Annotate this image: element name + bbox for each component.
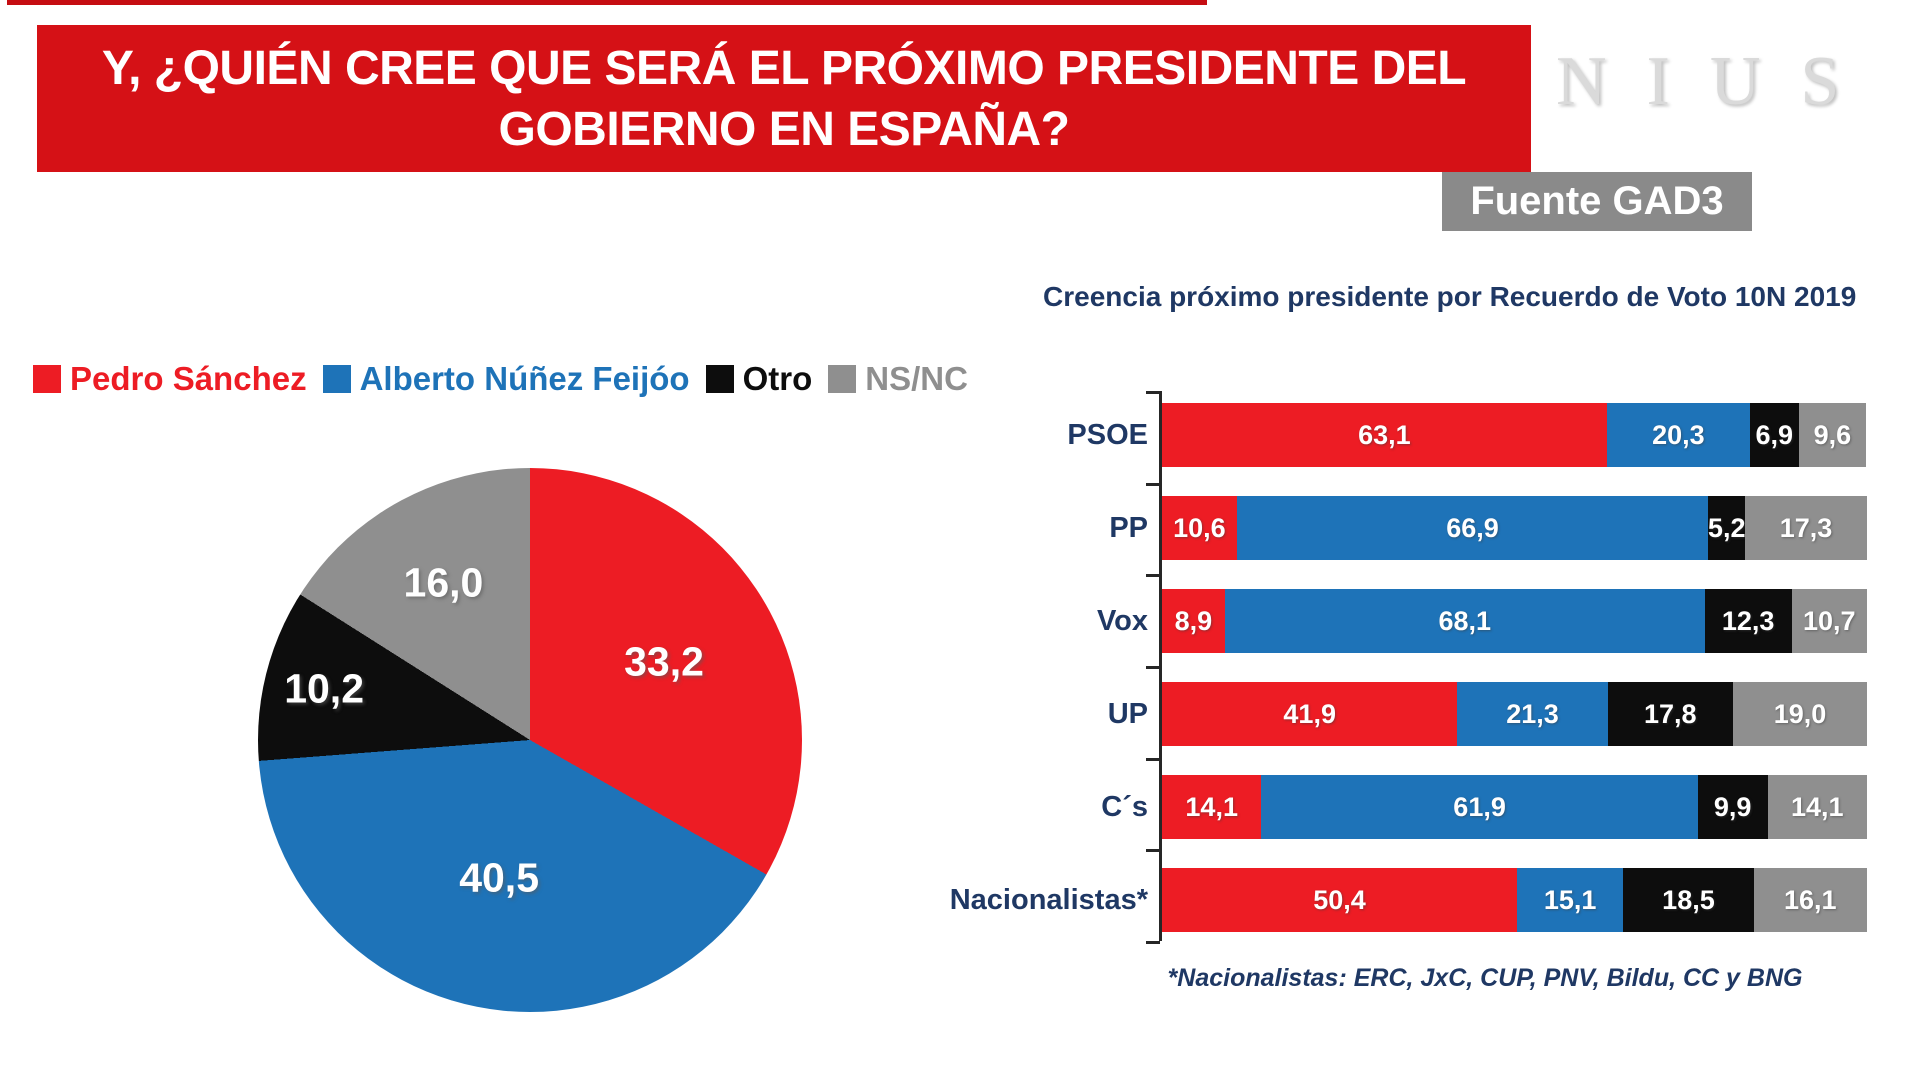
- source-badge: Fuente GAD3: [1442, 172, 1752, 231]
- bar-category-label: Vox: [1096, 605, 1148, 637]
- bar-value-label: 14,1: [1185, 791, 1238, 822]
- title-banner: Y, ¿QUIÉN CREE QUE SERÁ EL PRÓXIMO PRESI…: [37, 25, 1531, 172]
- bar-value-label: 68,1: [1438, 605, 1492, 636]
- axis-tick: [1146, 574, 1160, 577]
- bar-segment: 21,3: [1457, 682, 1608, 746]
- bar-value-label: 16,1: [1784, 884, 1837, 915]
- legend-item: Otro: [705, 360, 813, 398]
- pie-slice-label: 33,2: [624, 638, 704, 685]
- legend-label: Pedro Sánchez: [70, 360, 307, 397]
- bar-category-label: PP: [1109, 512, 1148, 544]
- bar-row: 50,4 15,1 18,5 16,1: [1162, 868, 1867, 932]
- bar-row: 10,6 66,9 5,2 17,3: [1162, 496, 1867, 560]
- bar-category-label: C´s: [1101, 791, 1148, 823]
- axis-tick: [1146, 849, 1160, 852]
- bar-value-label: 18,5: [1662, 884, 1715, 915]
- bar-segment: 61,9: [1261, 775, 1698, 839]
- bar-segment: 8,9: [1162, 589, 1225, 653]
- bar-segment: 17,8: [1607, 682, 1734, 746]
- legend-swatch: [33, 365, 61, 393]
- bar-value-label: 9,6: [1813, 419, 1852, 450]
- bar-segment: 10,6: [1162, 496, 1237, 560]
- axis-tick: [1146, 758, 1160, 761]
- legend-label: Otro: [742, 360, 813, 397]
- axis-tick: [1146, 391, 1160, 394]
- legend-item: NS/NC: [828, 360, 968, 398]
- bar-segment: 10,7: [1791, 589, 1867, 653]
- bar-row: 63,1 20,3 6,9 9,6: [1162, 403, 1867, 467]
- pie-slice-label: 40,5: [459, 854, 540, 901]
- legend-item: Alberto Núñez Feijóo: [322, 360, 690, 398]
- legend-swatch: [322, 365, 351, 393]
- bar-row: 41,9 21,3 17,8 19,0: [1162, 682, 1867, 746]
- bar-value-label: 17,3: [1779, 512, 1833, 543]
- bar-value-label: 61,9: [1453, 791, 1506, 822]
- bar-segment: 17,3: [1745, 496, 1867, 560]
- axis-tick: [1146, 666, 1160, 669]
- bar-segment: 41,9: [1162, 682, 1458, 746]
- bar-segment: 68,1: [1224, 589, 1705, 653]
- legend-label: Alberto Núñez Feijóo: [359, 360, 690, 397]
- bar-segment: 12,3: [1704, 589, 1792, 653]
- bar-value-label: 41,9: [1283, 698, 1336, 729]
- bar-category-label: PSOE: [1067, 419, 1148, 451]
- pie-chart: 33,2 40,5 10,2 16,0: [258, 468, 802, 1012]
- axis-line: [1159, 391, 1162, 941]
- axis-tick: [1146, 483, 1160, 486]
- bar-value-label: 5,2: [1707, 512, 1746, 543]
- bar-value-label: 50,4: [1313, 884, 1366, 915]
- axis-tick: [1146, 941, 1160, 944]
- pie-slice-label: 16,0: [403, 559, 484, 606]
- bar-segment: 66,9: [1236, 496, 1709, 560]
- nius-logo: NIUS: [1556, 43, 1880, 120]
- bar-value-label: 10,7: [1802, 605, 1856, 636]
- bar-value-label: 14,1: [1790, 791, 1844, 822]
- legend-label: NS/NC: [865, 360, 968, 397]
- bar-segment: 14,1: [1767, 775, 1867, 839]
- bar-segment: 20,3: [1606, 403, 1750, 467]
- bar-category-label: UP: [1107, 698, 1148, 730]
- bar-segment: 5,2: [1708, 496, 1745, 560]
- bar-segment: 63,1: [1162, 403, 1607, 467]
- bar-value-label: 15,1: [1543, 884, 1597, 915]
- legend: Pedro Sánchez Alberto Núñez Feijóo Otro NS/…: [33, 360, 968, 398]
- bar-value-label: 6,9: [1755, 419, 1794, 450]
- bar-segment: 9,6: [1798, 403, 1867, 467]
- page-title: Y, ¿QUIÉN CREE QUE SERÁ EL PRÓXIMO PRESI…: [101, 41, 1467, 156]
- top-accent-rule: [7, 0, 1207, 5]
- bar-value-label: 10,6: [1173, 512, 1226, 543]
- legend-swatch: [705, 365, 734, 393]
- bar-segment: 16,1: [1753, 868, 1867, 932]
- bar-segment: 15,1: [1516, 868, 1624, 932]
- bar-value-label: 17,8: [1644, 698, 1697, 729]
- bar-segment: 9,9: [1697, 775, 1768, 839]
- bar-segment: 6,9: [1749, 403, 1799, 467]
- bar-row: 8,9 68,1 12,3 10,7: [1162, 589, 1867, 653]
- bar-segment: 18,5: [1623, 868, 1754, 932]
- legend-swatch: [828, 365, 857, 393]
- bar-value-label: 12,3: [1721, 605, 1775, 636]
- bar-segment: 50,4: [1162, 868, 1517, 932]
- bar-value-label: 63,1: [1358, 419, 1411, 450]
- bar-value-label: 19,0: [1773, 698, 1827, 729]
- bar-segment: 14,1: [1162, 775, 1262, 839]
- bar-row: 14,1 61,9 9,9 14,1: [1162, 775, 1867, 839]
- bar-value-label: 20,3: [1652, 419, 1705, 450]
- bar-value-label: 9,9: [1713, 791, 1752, 822]
- bar-segment: 19,0: [1733, 682, 1867, 746]
- bar-value-label: 21,3: [1506, 698, 1559, 729]
- footnote: *Nacionalistas: ERC, JxC, CUP, PNV, Bild…: [1167, 964, 1803, 992]
- legend-item: Pedro Sánchez: [33, 360, 307, 398]
- bar-category-label: Nacionalistas*: [949, 884, 1148, 916]
- bar-value-label: 8,9: [1174, 605, 1213, 636]
- bar-chart-title: Creencia próximo presidente por Recuerdo…: [1043, 281, 1857, 312]
- bar-value-label: 66,9: [1446, 512, 1499, 543]
- pie-slice-label: 10,2: [284, 665, 365, 712]
